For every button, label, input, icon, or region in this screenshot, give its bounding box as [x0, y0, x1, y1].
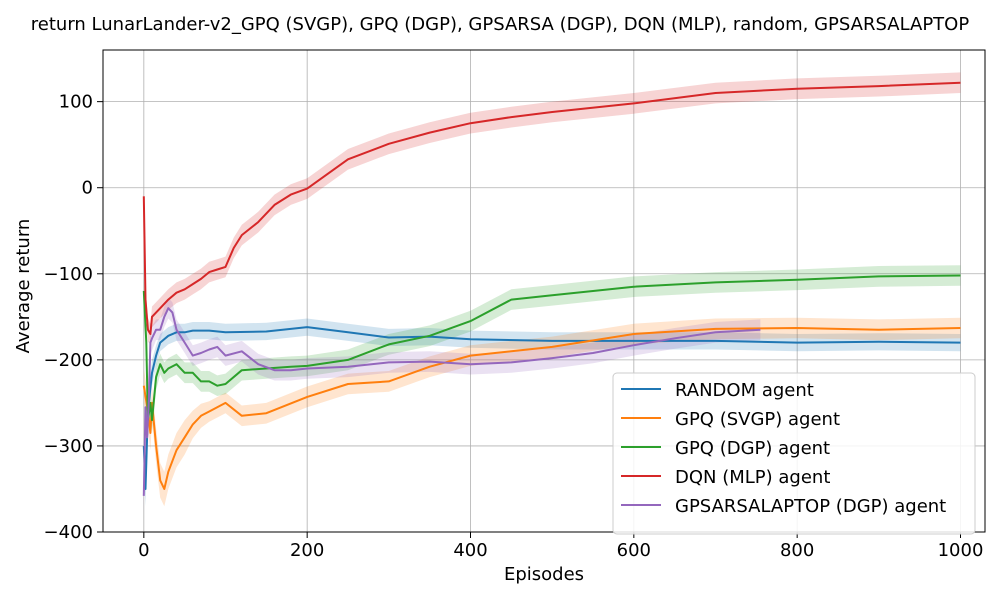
- legend-box: [612, 372, 976, 535]
- random-agent-band: [143, 318, 961, 507]
- y-tick-label: 0: [82, 178, 93, 199]
- x-tick-label: 400: [453, 540, 487, 561]
- y-tick-label: −100: [44, 264, 93, 285]
- legend: RANDOM agent GPQ (SVGP) agent GPQ (DGP) ag…: [612, 372, 976, 535]
- y-axis-label: Average return: [13, 219, 34, 354]
- chart-title: return LunarLander-v2_GPQ (SVGP), GPQ (D…: [31, 14, 970, 35]
- gpq-dgp-agent-band: [143, 265, 961, 433]
- y-tick-label: −300: [44, 436, 93, 457]
- legend-label: RANDOM agent: [675, 380, 814, 401]
- x-tick-label: 0: [138, 540, 149, 561]
- gpq-svgp-agent-line: [142, 327, 961, 490]
- x-tick-label: 600: [617, 540, 651, 561]
- y-tick-label: 100: [59, 92, 93, 113]
- x-tick-label: 800: [780, 540, 814, 561]
- gpsarsalaptop-dgp-agent-band: [143, 297, 761, 514]
- legend-label: DQN (MLP) agent: [675, 467, 830, 488]
- y-tick-label: −400: [44, 522, 93, 543]
- x-tick-label: 200: [290, 540, 324, 561]
- dqn-mlp-agent-line: [142, 81, 961, 335]
- gpsarsalaptop-dgp-agent-line: [142, 307, 761, 496]
- y-tick-label: −200: [44, 350, 93, 371]
- x-tick-label: 1000: [938, 540, 984, 561]
- gpq-svgp-agent-band: [143, 317, 961, 507]
- legend-label: GPQ (DGP) agent: [675, 438, 830, 459]
- series-lines: [142, 81, 961, 496]
- x-axis-label: Episodes: [504, 564, 584, 585]
- random-agent-line: [142, 326, 961, 490]
- axes: 0 200 400 600 800 1000 −400 −300 −200 −100 0 100: [44, 49, 986, 561]
- plot-frame: [102, 49, 986, 533]
- gpq-dgp-agent-line: [142, 274, 961, 422]
- confidence-bands: [143, 72, 961, 514]
- legend-label: GPQ (SVGP) agent: [675, 409, 840, 430]
- legend-label: GPSARSALAPTOP (DGP) agent: [675, 496, 946, 517]
